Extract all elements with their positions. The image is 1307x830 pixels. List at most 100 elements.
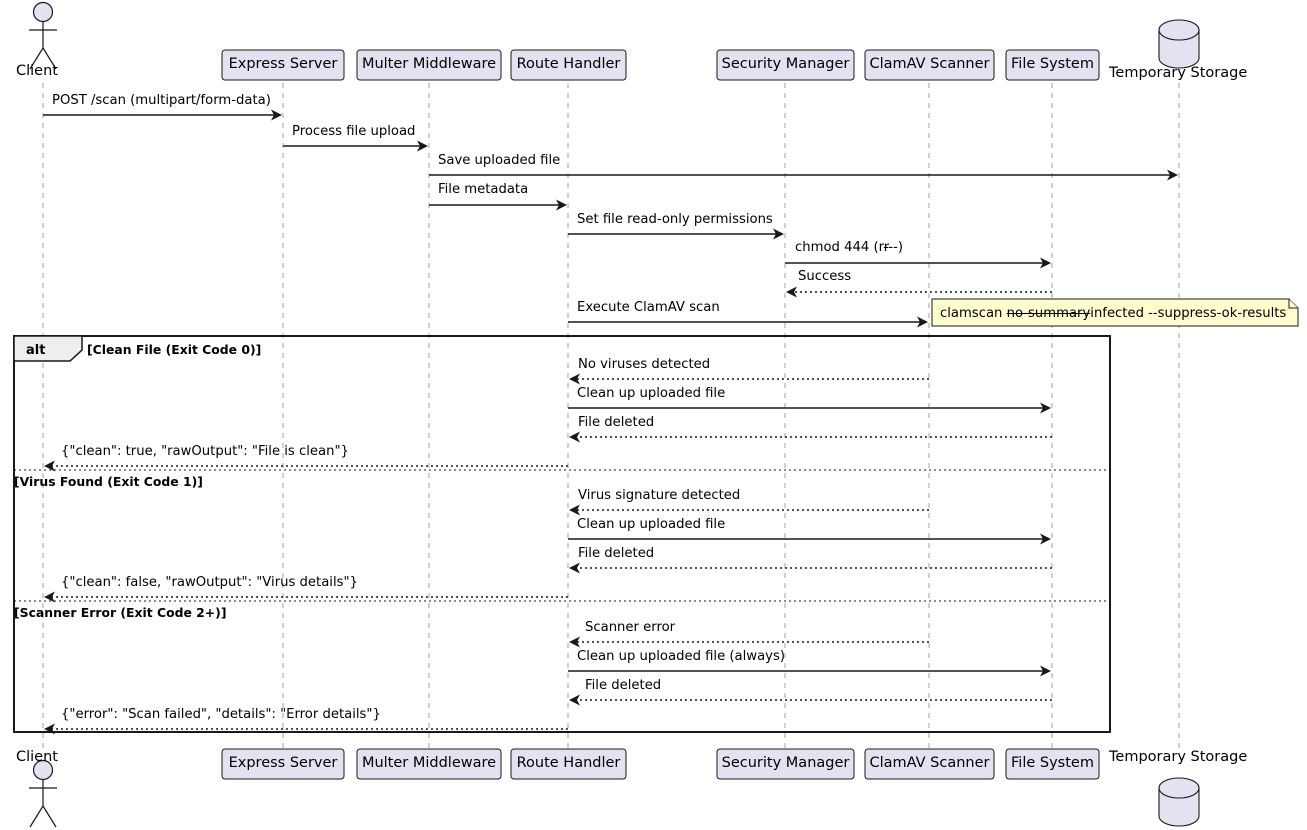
database-tmp xyxy=(1158,777,1200,827)
participant-box-fs xyxy=(1005,748,1100,780)
participant-label-client: Client xyxy=(16,63,58,79)
note-text-prefix: clamscan xyxy=(940,306,1007,321)
message-arrowhead-m9 xyxy=(569,373,580,385)
message-arrowhead-m7 xyxy=(786,286,797,298)
message-m3 xyxy=(429,169,1178,181)
message-m13 xyxy=(569,504,929,516)
note-text-suffix: infected --suppress-ok-results xyxy=(1090,306,1287,321)
note-text-strikethrough: no-summary xyxy=(1006,306,1091,321)
message-arrowhead-m2 xyxy=(417,140,428,152)
message-label-m16: {"clean": false, "rawOutput": "Virus det… xyxy=(61,575,358,590)
message-label-m7: Success xyxy=(798,269,852,284)
actor-leg-left xyxy=(29,805,44,828)
message-arrowhead-m5 xyxy=(773,228,784,240)
message-arrowhead-m6 xyxy=(1040,257,1051,269)
participant-box-multer xyxy=(356,49,502,81)
db-top xyxy=(1158,777,1200,799)
message-arrowhead-m20 xyxy=(44,723,55,735)
message-label-m9: No viruses detected xyxy=(578,357,711,372)
note-shape-group xyxy=(931,298,1299,327)
message-arrowhead-m14 xyxy=(1040,533,1051,545)
messages-group xyxy=(43,109,1178,735)
message-m1 xyxy=(43,109,282,121)
participant-shapes-group xyxy=(29,1,1200,828)
message-label-m18: Clean up uploaded file (always) xyxy=(577,649,785,664)
participant-label-bottom-multer: Multer Middleware xyxy=(361,755,497,771)
message-arrowhead-m19 xyxy=(569,694,580,706)
message-m9 xyxy=(569,373,929,385)
lifelines-group xyxy=(42,83,1180,748)
message-label-m10: Clean up uploaded file xyxy=(577,386,726,401)
message-label-m11: File deleted xyxy=(578,415,655,430)
participant-label-security: Security Manager xyxy=(721,56,850,72)
participant-label-bottom-clamav: ClamAV Scanner xyxy=(869,755,990,771)
alt-frame-group xyxy=(13,335,1111,733)
message-m6 xyxy=(785,257,1051,269)
message-m5 xyxy=(568,228,784,240)
message-arrowhead-m13 xyxy=(569,504,580,516)
message-label-tail: --) xyxy=(888,240,904,255)
message-m11 xyxy=(569,431,1052,443)
message-label-m19: File deleted xyxy=(585,678,662,693)
participant-label-bottom-client: Client xyxy=(16,749,58,765)
message-m15 xyxy=(569,562,1052,574)
message-m10 xyxy=(568,402,1051,414)
message-m16 xyxy=(44,591,568,603)
message-label-m20: {"error": "Scan failed", "details": "Err… xyxy=(61,707,381,722)
db-body xyxy=(1158,787,1200,827)
message-arrowhead-m17 xyxy=(569,636,580,648)
actor-client xyxy=(29,759,57,828)
message-label-m3: Save uploaded file xyxy=(438,153,561,168)
participant-label-fs: File System xyxy=(1011,56,1094,72)
message-label-text: chmod 444 (r xyxy=(795,240,884,255)
db-body xyxy=(1158,29,1200,69)
message-label-m13: Virus signature detected xyxy=(578,488,741,503)
message-label-m5: Set file read-only permissions xyxy=(577,212,773,227)
message-label-m8: Execute ClamAV scan xyxy=(577,300,720,315)
message-label-m1: POST /scan (multipart/form-data) xyxy=(52,93,271,108)
participant-box-express xyxy=(221,49,345,81)
participant-label-multer: Multer Middleware xyxy=(361,56,497,72)
message-m17 xyxy=(569,636,929,648)
note-fold-corner xyxy=(1288,299,1298,309)
alt-keyword-tab xyxy=(13,335,83,362)
alt-keyword-label: alt xyxy=(26,343,46,358)
message-arrowhead-m1 xyxy=(271,109,282,121)
participant-box-security xyxy=(716,49,855,81)
message-m8 xyxy=(568,316,928,328)
database-tmp xyxy=(1158,19,1200,69)
participant-box-fs xyxy=(1005,49,1100,81)
alt-frame xyxy=(13,335,1111,733)
note-text: clamscan no-summaryinfected --suppress-o… xyxy=(940,307,1286,320)
message-arrowhead-m4 xyxy=(556,199,567,211)
participant-label-bottom-security: Security Manager xyxy=(721,755,850,771)
participant-box-multer xyxy=(356,748,502,780)
message-arrowhead-m16 xyxy=(44,591,55,603)
participant-label-bottom-fs: File System xyxy=(1011,755,1094,771)
participant-box-express xyxy=(221,748,345,780)
message-arrowhead-m8 xyxy=(917,316,928,328)
participant-label-bottom-route: Route Handler xyxy=(516,755,621,771)
actor-head-icon xyxy=(32,1,54,23)
message-label-strikethrough: r xyxy=(883,240,889,255)
actor-leg-left xyxy=(29,47,44,70)
message-m2 xyxy=(283,140,428,152)
message-m20 xyxy=(44,723,568,735)
participant-label-bottom-tmp: Temporary Storage xyxy=(1109,749,1248,765)
alt-branch-condition-1: [Virus Found (Exit Code 1)] xyxy=(14,474,203,489)
message-arrowhead-m18 xyxy=(1040,665,1051,677)
message-label-m14: Clean up uploaded file xyxy=(577,517,726,532)
participant-label-tmp: Temporary Storage xyxy=(1109,65,1248,81)
message-arrowhead-m10 xyxy=(1040,402,1051,414)
message-label-m2: Process file upload xyxy=(292,124,416,139)
message-m4 xyxy=(429,199,567,211)
message-arrowhead-m11 xyxy=(569,431,580,443)
actor-leg-right xyxy=(42,805,57,828)
participant-label-express: Express Server xyxy=(228,56,338,72)
message-arrowhead-m3 xyxy=(1167,169,1178,181)
message-label-m6: chmod 444 (rr--) xyxy=(795,241,903,254)
participant-box-clamav xyxy=(864,748,995,780)
actor-leg-right xyxy=(42,47,57,70)
